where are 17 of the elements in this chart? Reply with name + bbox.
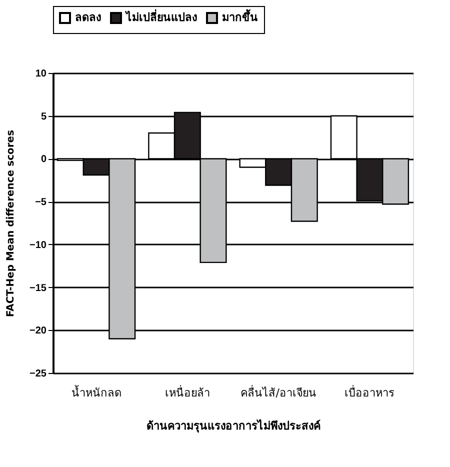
y-tick-label: −25	[30, 368, 47, 380]
y-tick-label: −20	[30, 326, 47, 337]
y-tick-label: 5	[40, 111, 47, 122]
y-tick-label: −15	[30, 282, 47, 294]
y-tick-label: 0	[40, 154, 47, 166]
x-tick-label: คลื่นไส้/อาเจียน	[240, 384, 316, 400]
x-tick-label: เบื่ออาหาร	[344, 384, 395, 400]
y-tick-label: −5	[35, 197, 47, 208]
y-axis-title: FACT-Hep Mean difference scores	[6, 130, 17, 318]
legend-label: มากขึ้น	[222, 9, 258, 24]
y-tick-label: −10	[30, 240, 47, 251]
y-tick-label: 10	[35, 68, 47, 80]
legend-label: ไม่เปลี่ยนแปลง	[124, 9, 197, 24]
x-tick-label: เหนื่อยล้า	[164, 384, 210, 400]
x-axis-title: ด้านความรุนแรงอาการไม่พึงประสงค์	[146, 418, 320, 434]
legend-label: ลดลง	[75, 11, 101, 24]
x-tick-label: น้ำหนักลด	[71, 384, 122, 400]
